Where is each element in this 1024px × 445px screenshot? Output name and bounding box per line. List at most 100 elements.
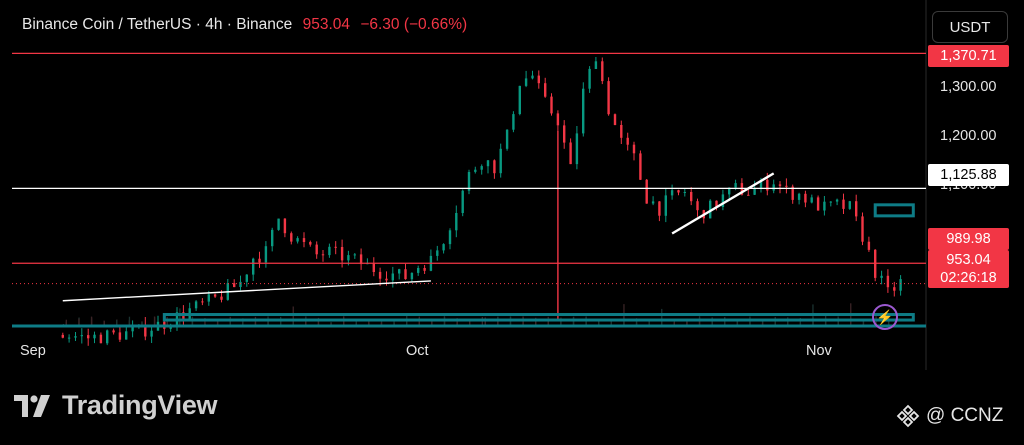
- candle: [125, 331, 128, 340]
- brand-name: TradingView: [62, 390, 218, 420]
- candle: [524, 78, 528, 86]
- candle: [480, 166, 483, 170]
- volume-bar: [431, 318, 433, 327]
- volume-bar: [469, 320, 471, 327]
- volume-bar: [65, 319, 67, 327]
- volume-bar: [724, 317, 726, 327]
- candle: [283, 218, 287, 234]
- candle: [594, 61, 598, 69]
- symbol-header: Binance Coin / TetherUS · 4h · Binance 9…: [22, 16, 473, 34]
- candle: [620, 125, 623, 138]
- lightning-icon[interactable]: ⚡: [872, 304, 898, 330]
- volume-bar: [254, 316, 257, 327]
- brand[interactable]: TradingView: [14, 390, 218, 421]
- support-zone: [873, 203, 915, 218]
- volume-bar: [787, 317, 789, 327]
- candle: [493, 160, 496, 174]
- candle: [353, 254, 356, 256]
- candle: [150, 330, 153, 337]
- candle: [810, 197, 813, 203]
- candle: [569, 142, 572, 165]
- candle: [861, 216, 864, 242]
- volume-bar: [522, 316, 524, 327]
- candle: [378, 271, 382, 279]
- candle: [880, 275, 883, 278]
- candle: [772, 184, 775, 191]
- candle: [607, 81, 610, 115]
- candle: [664, 195, 667, 216]
- candle: [816, 197, 820, 211]
- volume-bar: [443, 316, 446, 327]
- candle: [531, 75, 534, 79]
- volume-bar: [698, 318, 701, 327]
- candle: [867, 241, 871, 250]
- candle: [442, 244, 445, 251]
- candle: [499, 148, 502, 174]
- candle: [372, 263, 375, 272]
- candle: [201, 301, 204, 303]
- volume-bar: [242, 318, 244, 327]
- candle: [290, 233, 293, 242]
- price-chart[interactable]: [0, 0, 1024, 370]
- candle: [804, 193, 807, 203]
- trendline: [671, 172, 775, 235]
- volume-bar: [824, 318, 827, 327]
- chart-frame[interactable]: [0, 0, 1024, 370]
- volume-bar: [535, 319, 537, 327]
- volume-bar: [166, 317, 168, 327]
- candle: [309, 242, 312, 245]
- candle: [423, 268, 426, 271]
- candle: [233, 283, 236, 288]
- candle: [759, 179, 763, 188]
- candle: [899, 279, 902, 291]
- candle: [696, 201, 699, 211]
- candle: [67, 337, 71, 339]
- candle: [359, 254, 363, 265]
- trendline: [62, 280, 431, 302]
- candle: [328, 246, 331, 256]
- volume-bar: [355, 319, 357, 327]
- price-tag-top-level: 1,370.71: [928, 45, 1009, 67]
- candle: [207, 294, 210, 302]
- candle: [658, 201, 661, 216]
- candle: [626, 137, 629, 145]
- candle: [753, 187, 756, 195]
- candle: [683, 192, 686, 193]
- volume-bar: [305, 320, 307, 327]
- candle: [766, 179, 769, 191]
- volume-bar: [267, 320, 269, 327]
- currency-button[interactable]: USDT: [932, 11, 1008, 43]
- candle: [486, 160, 490, 167]
- candle: [80, 335, 83, 337]
- x-tick-label: Sep: [20, 343, 46, 359]
- volume-bar: [736, 320, 738, 327]
- candle: [721, 194, 725, 207]
- y-tick-label: 1,200.00: [940, 128, 997, 144]
- candle: [734, 183, 737, 188]
- volume-bar: [481, 317, 483, 327]
- candle: [893, 287, 896, 291]
- volume-bar: [837, 316, 839, 327]
- volume-bar: [343, 319, 345, 327]
- candle: [347, 255, 350, 261]
- candle: [601, 61, 604, 82]
- candle: [550, 96, 553, 114]
- volume-bar: [179, 318, 181, 327]
- volume-bar: [90, 319, 93, 327]
- volume-bar: [103, 320, 105, 327]
- candle: [518, 85, 521, 114]
- volume-bar: [623, 317, 625, 327]
- candle: [213, 294, 217, 297]
- volume-bar: [406, 320, 408, 327]
- candle: [709, 200, 712, 219]
- candle: [823, 201, 826, 211]
- candle: [245, 274, 248, 282]
- candle: [797, 193, 801, 200]
- candle: [544, 83, 547, 97]
- volume-bar: [799, 318, 801, 327]
- candle: [505, 129, 509, 149]
- candle: [670, 190, 674, 196]
- price-tag-last: 953.04: [928, 250, 1009, 269]
- candle: [404, 269, 407, 280]
- candle: [886, 275, 890, 288]
